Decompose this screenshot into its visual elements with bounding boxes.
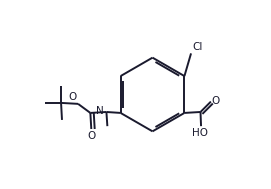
Text: N: N [96,106,104,116]
Text: O: O [212,96,220,106]
Text: O: O [87,131,95,141]
Text: Cl: Cl [192,43,202,52]
Text: HO: HO [192,128,208,138]
Text: O: O [68,92,76,102]
